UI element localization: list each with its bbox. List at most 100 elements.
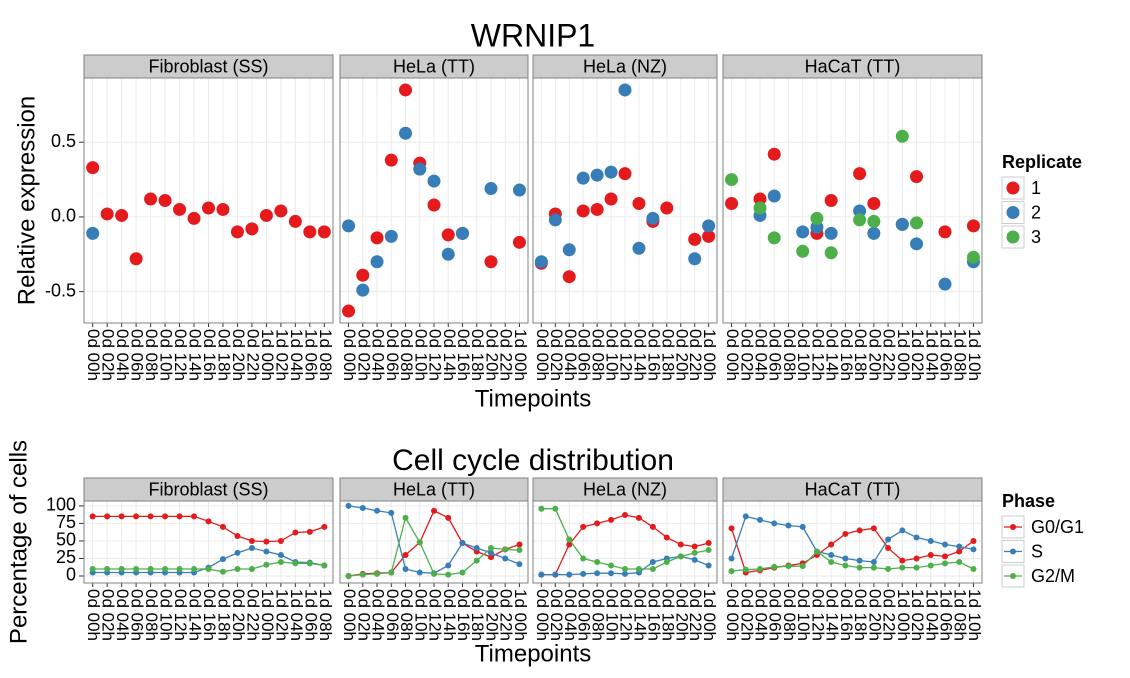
strip-label: HeLa (TT) [393,56,475,76]
x-tick-label: 0d 16h [644,329,663,381]
data-point [828,541,835,548]
x-tick-label: 0d 18h [214,589,233,641]
data-point [118,513,125,520]
data-point [942,541,948,548]
data-point [705,562,712,569]
data-point [580,523,587,530]
x-tick-label: 0d 00h [340,329,359,381]
data-point [927,551,934,558]
chart-title: WRNIP1 [471,17,595,53]
data-point [129,252,143,266]
x-tick-label: 1d 06h [301,589,320,641]
data-point [473,557,480,564]
data-point [374,507,381,514]
x-tick-label: 0d 20h [672,329,691,381]
data-point [445,562,452,569]
x-tick-label: 1d 08h [951,589,970,641]
x-tick-label: 0d 00h [84,589,103,641]
x-tick-label: 0d 02h [737,589,756,641]
data-point [234,533,241,540]
legend-label: S [1031,541,1043,561]
data-point [867,214,881,228]
legend-title: Phase [1002,491,1055,511]
data-point [785,522,792,529]
x-tick-label: 1d 10h [965,589,984,641]
data-point [502,546,509,553]
x-tick-label: 0d 10h [603,589,622,641]
y-tick-label: 0 [66,565,76,585]
data-point [86,226,100,240]
data-point [913,564,920,571]
data-point [895,217,909,231]
x-tick-label: 0d 12h [808,329,827,381]
data-point [548,213,562,227]
x-tick-label: 1d 06h [937,589,956,641]
x-tick-label: 0d 08h [142,589,161,641]
data-point [263,538,270,545]
x-tick-label: 0d 04h [561,329,580,381]
x-tick-label: 0d 12h [808,589,827,641]
legend-label: 2 [1031,202,1041,222]
data-point [445,514,452,521]
data-point [399,126,413,140]
data-point [771,520,778,527]
x-tick-label: 1d 08h [951,329,970,381]
x-tick-label: 0d 16h [837,329,856,381]
data-point [767,231,781,245]
data-point [885,544,892,551]
x-tick-label: 0d 20h [229,329,248,381]
data-point [431,507,437,514]
data-point [512,235,526,249]
data-point [342,304,356,318]
x-tick-label: 0d 00h [340,589,359,641]
x-tick-label: 0d 12h [426,589,445,641]
x-tick-label: 0d 18h [468,589,487,641]
data-point [870,558,877,565]
x-tick-label: 1d 00h [700,329,719,381]
data-point [810,211,824,225]
x-tick-label: 0d 08h [142,329,161,381]
data-point [580,555,587,562]
data-point [824,194,838,207]
data-point [104,513,111,520]
data-point [263,561,270,568]
x-tick-label: 0d 14h [440,329,459,381]
data-point [856,527,863,534]
data-point [219,556,226,563]
x-tick-label: 0d 18h [658,589,677,641]
y-tick-label: -0.5 [45,280,76,300]
x-tick-label: 0d 02h [99,329,118,381]
data-point [828,558,835,565]
x-tick-label: 1d 04h [922,589,941,641]
x-tick-label: 0d 16h [454,589,473,641]
data-point [216,202,230,216]
x-tick-label: 0d 04h [561,589,580,641]
data-point [691,556,698,563]
data-point [649,558,656,565]
data-point [590,168,604,182]
data-point [534,255,548,269]
data-point [649,565,656,572]
data-point [115,208,129,222]
x-tick-label: 0d 16h [200,589,219,641]
data-point [538,505,545,512]
legend-marker [1006,181,1020,195]
x-tick-label: 0d 00h [723,329,742,381]
y-tick-label: 75 [56,512,76,532]
data-point [230,225,244,239]
data-point [942,553,948,560]
data-point [441,247,455,261]
data-point [622,512,628,519]
data-point [427,174,441,188]
data-point [356,268,370,282]
data-point [277,537,284,544]
data-point [725,173,739,187]
panel-border [532,500,718,584]
data-point [191,513,198,520]
x-tick-label: 0d 22h [880,329,899,381]
x-tick-label: 0d 20h [865,329,884,381]
data-point [594,570,601,577]
x-tick-label: 0d 06h [383,329,402,381]
data-point [303,225,317,239]
x-tick-label: 0d 10h [794,589,813,641]
